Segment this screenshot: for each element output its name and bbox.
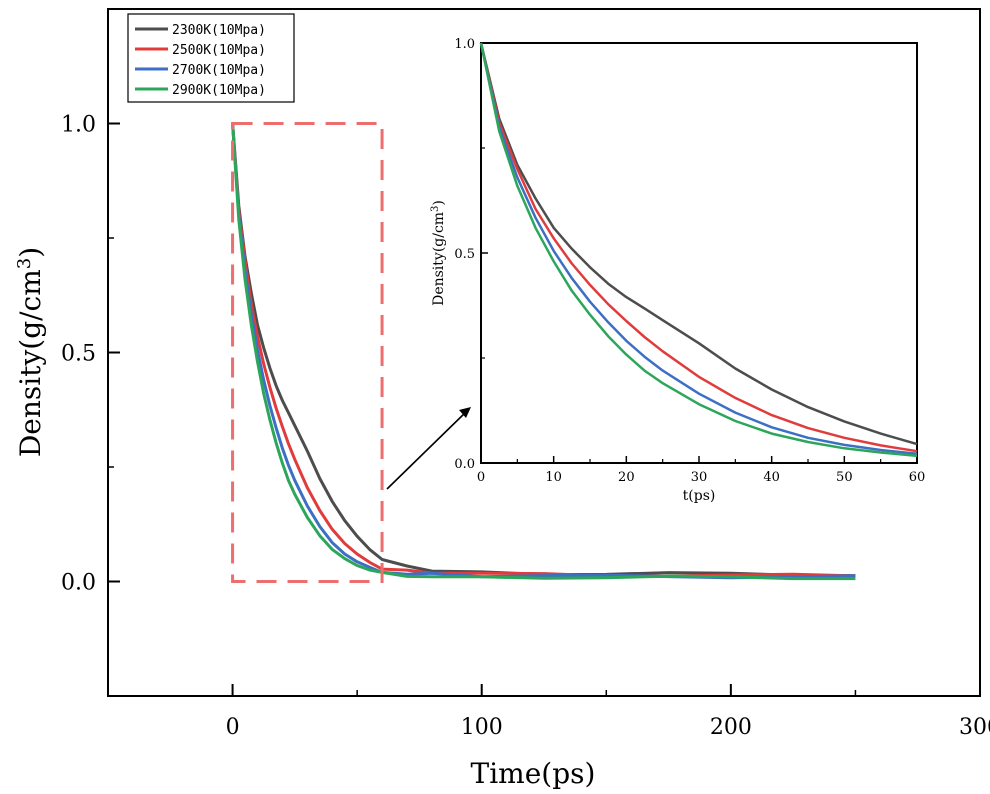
x-tick-label: 0	[226, 715, 240, 740]
zoom-arrow	[386, 409, 469, 490]
inset-x-tick-label: 40	[763, 470, 780, 485]
main-plot: 01002003000.00.51.0 Time(ps) Density(g/c…	[14, 8, 990, 790]
inset-series-line-2500k10mpa	[479, 42, 918, 453]
zoom-arrow-head	[459, 407, 471, 418]
inset-y-tick-label: 0.5	[454, 247, 475, 262]
legend-label: 2700K(10Mpa)	[172, 63, 266, 78]
legend-label: 2900K(10Mpa)	[172, 83, 266, 98]
x-tick-label: 100	[461, 715, 503, 740]
series-line-2700k10mpa	[231, 123, 856, 580]
legend-label: 2500K(10Mpa)	[172, 43, 266, 58]
x-axis-title: Time(ps)	[471, 757, 596, 790]
series-line-2900k10mpa	[231, 123, 856, 581]
x-tick-label: 200	[710, 715, 752, 740]
legend-label: 2300K(10Mpa)	[172, 23, 266, 38]
inset-x-tick-label: 20	[618, 470, 635, 485]
inset-ticks: 0 10 20 30 40 50 60 0.0 0.5 1.0	[454, 37, 925, 485]
inset-x-tick-label: 30	[691, 470, 708, 485]
inset-series-line-2300k10mpa	[479, 42, 918, 446]
y-tick-label: 1.0	[61, 113, 96, 138]
inset-x-tick-label: 10	[545, 470, 562, 485]
inset-y-tick-label: 0.0	[454, 457, 475, 472]
inset-x-tick-label: 0	[477, 470, 485, 485]
inset-plot-frame	[480, 42, 918, 464]
y-axis-title: Density(g/cm3)	[14, 247, 47, 457]
inset-x-axis-title: t(ps)	[683, 488, 716, 504]
main-ticks: 01002003000.00.51.0	[61, 8, 990, 740]
inset-series	[479, 42, 918, 458]
inset-y-axis-title: Density(g/cm3)	[430, 200, 447, 306]
inset-series-line-2900k10mpa	[479, 42, 918, 458]
inset-y-tick-label: 1.0	[454, 37, 475, 52]
inset-x-tick-label: 50	[836, 470, 853, 485]
inset-plot: 0 10 20 30 40 50 60 0.0 0.5 1.0 t(ps) Density(g/c…	[430, 37, 925, 504]
x-tick-label: 300	[959, 715, 990, 740]
main-series	[231, 123, 856, 581]
y-tick-label: 0.5	[61, 342, 96, 367]
inset-series-line-2700k10mpa	[479, 42, 918, 456]
legend: 2300K(10Mpa) 2500K(10Mpa) 2700K(10Mpa) 2900…	[127, 13, 295, 103]
inset-x-tick-label: 60	[909, 470, 926, 485]
zoom-box	[231, 122, 384, 583]
y-tick-label: 0.0	[61, 571, 96, 596]
